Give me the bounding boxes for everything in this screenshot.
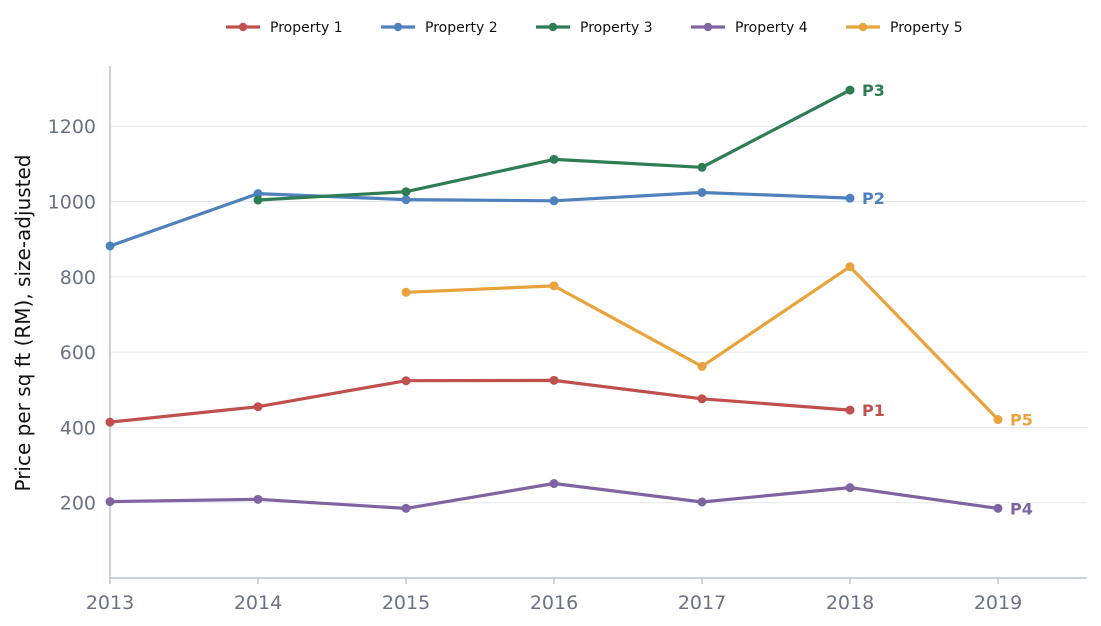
end-label-property-5: P5 [1010, 411, 1033, 430]
y-tick-label: 200 [60, 493, 96, 515]
legend-label-property-2: Property 2 [425, 20, 498, 36]
data-point-property-3 [845, 85, 855, 95]
data-point-property-2 [401, 195, 411, 205]
end-label-property-1: P1 [862, 401, 885, 420]
data-point-property-5 [993, 415, 1003, 425]
data-point-property-2 [253, 189, 263, 199]
data-point-property-4 [697, 497, 707, 507]
series-lines [105, 85, 1003, 513]
series-line-property-3 [256, 88, 852, 202]
legend-label-property-5: Property 5 [890, 20, 963, 36]
data-point-property-4 [401, 503, 411, 513]
x-tick-label: 2014 [234, 592, 282, 614]
y-tick-label: 600 [60, 342, 96, 364]
y-tick-label: 400 [60, 417, 96, 439]
data-point-property-5 [549, 281, 559, 291]
x-tick-label: 2013 [86, 592, 134, 614]
data-point-property-2 [845, 193, 855, 203]
series-line-property-1 [108, 378, 852, 424]
data-point-property-5 [845, 262, 855, 272]
y-tick-label: 800 [60, 267, 96, 289]
data-point-property-1 [549, 375, 559, 385]
end-label-property-2: P2 [862, 189, 885, 208]
end-label-property-4: P4 [1010, 499, 1033, 518]
end-label-property-3: P3 [862, 81, 885, 100]
y-axis-title: Price per sq ft (RM), size-adjusted [11, 154, 35, 491]
data-point-property-3 [253, 195, 263, 205]
legend-label-property-1: Property 1 [270, 20, 343, 36]
data-point-property-3 [549, 154, 559, 164]
legend-label-property-3: Property 3 [580, 20, 653, 36]
data-point-property-4 [105, 497, 115, 507]
y-tick-label: 1200 [48, 116, 96, 138]
legend: Property 1 Property 2 Property 3 Property 4… [226, 20, 963, 36]
gridlines [110, 125, 1087, 504]
axes: 200 400 600 800 1000 1200 2013 2014 2015 2016 2017… [48, 66, 1087, 614]
data-point-property-1 [845, 405, 855, 415]
data-point-property-2 [549, 196, 559, 206]
legend-marker-property-5 [858, 22, 868, 32]
legend-marker-property-4 [703, 22, 713, 32]
data-point-property-1 [253, 402, 263, 412]
legend-marker-property-3 [548, 22, 558, 32]
x-tick-label: 2016 [530, 592, 578, 614]
data-point-property-5 [401, 287, 411, 297]
legend-marker-property-1 [238, 22, 248, 32]
legend-marker-property-2 [393, 22, 403, 32]
data-point-property-1 [105, 417, 115, 427]
legend-label-property-4: Property 4 [735, 20, 808, 36]
y-tick-label: 1000 [48, 192, 96, 214]
data-point-property-5 [697, 361, 707, 371]
x-tick-label: 2017 [678, 592, 726, 614]
data-point-property-3 [697, 162, 707, 172]
x-tick-label: 2018 [826, 592, 874, 614]
data-point-property-4 [253, 494, 263, 504]
data-point-property-4 [845, 483, 855, 493]
x-tick-label: 2015 [382, 592, 430, 614]
data-point-property-2 [697, 187, 707, 197]
data-point-property-1 [401, 376, 411, 386]
data-point-property-2 [105, 241, 115, 251]
data-point-property-4 [549, 479, 559, 489]
data-point-property-1 [697, 394, 707, 404]
x-tick-label: 2019 [974, 592, 1022, 614]
end-labels: P1 P2 P3 P4 P5 [862, 81, 1033, 518]
series-line-property-2 [108, 190, 852, 248]
data-point-property-3 [401, 187, 411, 197]
data-point-property-4 [993, 503, 1003, 513]
